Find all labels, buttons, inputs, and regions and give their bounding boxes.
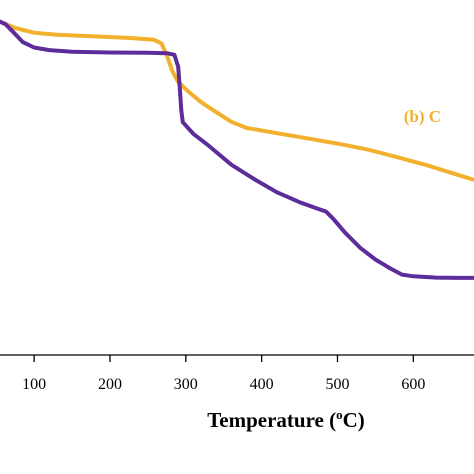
- x-tick-label-200: 200: [98, 376, 122, 393]
- x-tick-label-600: 600: [401, 376, 425, 393]
- x-tick-label-500: 500: [325, 376, 349, 393]
- series-annotation-1: (b) C: [404, 107, 441, 126]
- x-axis-title-pre: Temperature (: [207, 408, 336, 432]
- series-line-2: [0, 19, 474, 280]
- series-line-1: [0, 19, 474, 182]
- x-axis-title-sup: o: [336, 407, 343, 422]
- axes-layer: 100 200 300 400 500 600: [0, 354, 474, 393]
- x-tick-label-400: 400: [250, 376, 274, 393]
- series-layer: [0, 19, 474, 280]
- x-axis-title-post: C): [343, 408, 365, 432]
- x-tick-label-100: 100: [22, 376, 46, 393]
- x-tick-label-300: 300: [174, 376, 198, 393]
- label-layer: Temperature (oC) (b) C: [207, 107, 441, 432]
- x-axis-title: Temperature (oC): [207, 407, 365, 432]
